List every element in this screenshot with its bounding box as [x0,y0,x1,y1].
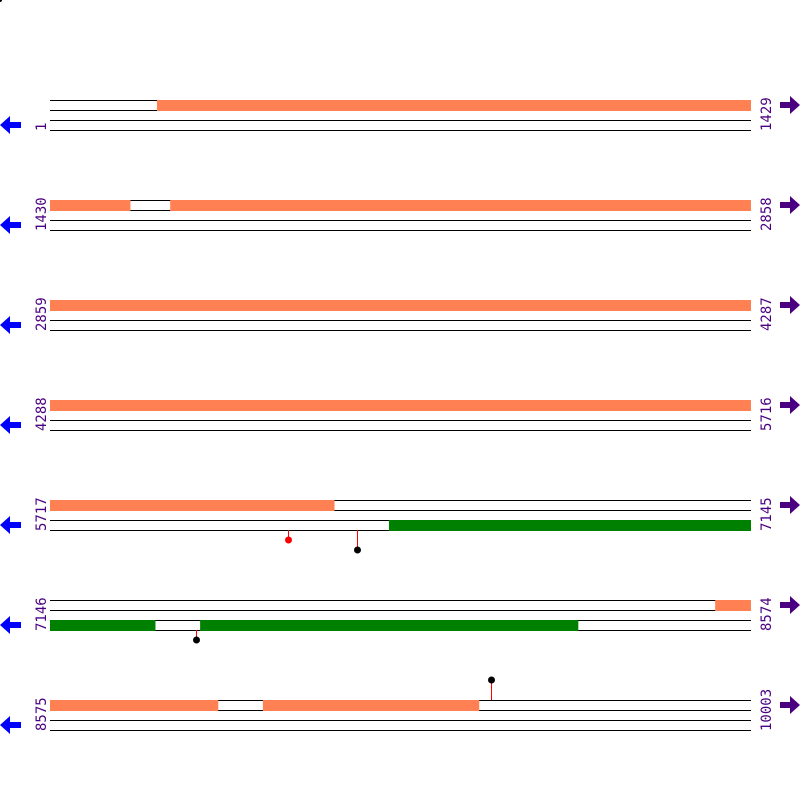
map-row: 5717 7145 [0,496,800,554]
map-row: 8575 10003 [0,676,800,734]
row-start-label: 1 [34,123,50,131]
map-row: 1 1429 [0,96,800,134]
marker-dot[interactable] [285,536,292,544]
reverse-feature[interactable] [50,620,156,631]
forward-direction-arrow-icon [780,596,800,614]
row-end-label: 2858 [759,197,775,231]
corner-dot [0,0,2,2]
reverse-direction-arrow-icon [0,716,21,734]
row-start-label: 2859 [34,297,50,331]
map-row: 7146 8574 [0,596,800,644]
map-row: 1430 2858 [0,196,800,234]
forward-direction-arrow-icon [780,196,800,214]
reverse-direction-arrow-icon [0,416,21,434]
forward-direction-arrow-icon [780,696,800,714]
reverse-direction-arrow-icon [0,216,21,234]
forward-direction-arrow-icon [780,496,800,514]
row-end-label: 10003 [759,689,775,731]
marker-dot[interactable] [193,636,200,644]
forward-feature[interactable] [156,100,751,111]
forward-direction-arrow-icon [780,296,800,314]
row-start-label: 8575 [34,697,50,731]
reverse-direction-arrow-icon [0,516,21,534]
row-end-label: 5716 [759,397,775,431]
reverse-feature[interactable] [388,520,751,531]
forward-direction-arrow-icon [780,96,800,114]
reverse-direction-arrow-icon [0,616,21,634]
reverse-direction-arrow-icon [0,316,21,334]
forward-feature[interactable] [715,600,751,611]
row-start-label: 7146 [34,597,50,631]
row-end-label: 1429 [759,97,775,131]
forward-feature[interactable] [50,300,751,311]
forward-feature[interactable] [170,200,752,211]
marker-dot[interactable] [354,546,361,554]
reverse-direction-arrow-icon [0,116,21,134]
forward-feature[interactable] [262,700,480,711]
row-start-label: 1430 [34,197,50,231]
forward-feature[interactable] [50,400,751,411]
forward-feature[interactable] [50,500,335,511]
map-row: 4288 5716 [0,396,800,434]
forward-direction-arrow-icon [780,396,800,414]
row-end-label: 4287 [759,297,775,331]
forward-feature[interactable] [50,200,131,211]
forward-feature[interactable] [50,700,219,711]
row-start-label: 4288 [34,397,50,431]
row-start-label: 5717 [34,497,50,531]
reverse-feature[interactable] [200,620,579,631]
marker-dot[interactable] [488,676,495,684]
row-end-label: 8574 [759,597,775,631]
row-end-label: 7145 [759,497,775,531]
map-row: 2859 4287 [0,296,800,334]
